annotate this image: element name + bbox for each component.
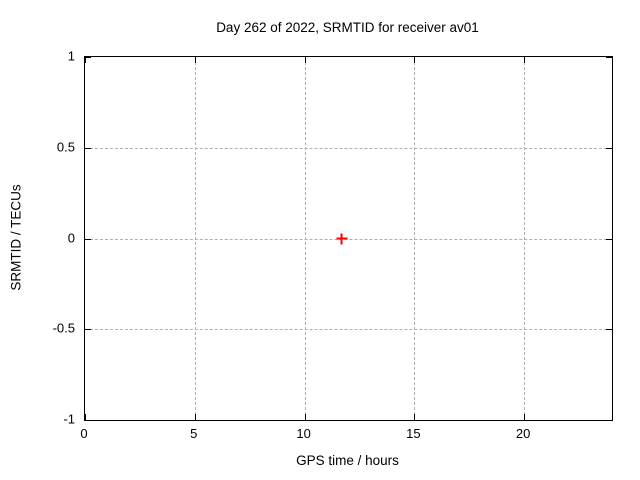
x-tick-label: 5 [190,426,198,441]
x-tick-mark [414,57,416,63]
y-tick-label: 0.5 [56,139,75,155]
x-tick-mark [85,414,86,420]
y-tick-mark [85,420,91,421]
y-tick-mark [606,420,612,421]
y-tick-mark [606,57,612,58]
y-tick-label: -0.5 [52,320,75,336]
y-tick-mark [85,57,91,58]
x-tick-mark [194,414,196,420]
y-gridline [85,329,612,331]
x-tick-mark [414,414,416,420]
x-tick-label: 10 [296,426,311,441]
x-tick-label: 0 [80,426,88,441]
x-axis-label: GPS time / hours [296,453,399,468]
y-tick-mark [85,329,91,331]
x-tick-mark [304,414,306,420]
x-tick-mark [304,57,306,63]
y-tick-mark [85,238,91,240]
chart-title: Day 262 of 2022, SRMTID for receiver av0… [216,20,479,35]
y-gridline [85,147,612,149]
y-tick-mark [606,238,612,240]
y-tick-label: 1 [67,48,75,64]
y-tick-mark [85,147,91,149]
x-tick-label: 15 [406,426,421,441]
y-tick-mark [606,329,612,331]
x-tick-label: 20 [515,426,531,441]
y-tick-mark [606,147,612,149]
y-axis-label: SRMTID / TECUs [8,184,24,291]
x-tick-mark [524,57,526,63]
y-tick-label: -1 [63,411,75,427]
data-point-marker [336,233,348,244]
plot-area [84,56,613,421]
marker-vbar [340,233,343,244]
y-tick-label: 0 [67,230,75,245]
y-gridline [85,238,612,240]
x-tick-mark [85,57,86,63]
x-tick-mark [524,414,526,420]
x-tick-mark [194,57,196,63]
